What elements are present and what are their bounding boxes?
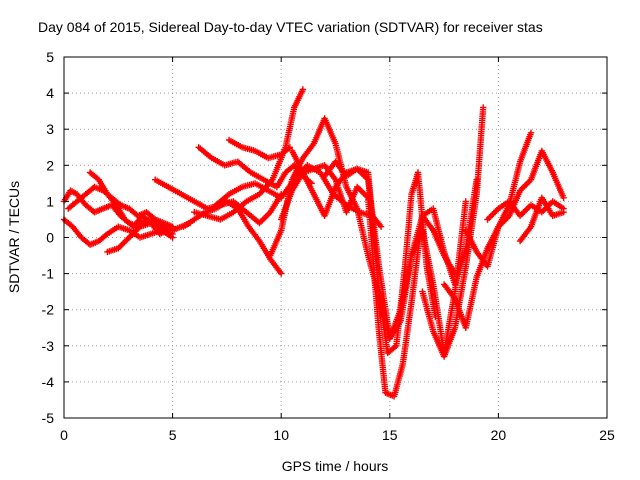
series-points xyxy=(462,147,567,270)
y-tick-label: 5 xyxy=(46,49,54,65)
chart-title: Day 084 of 2015, Sidereal Day-to-day VTE… xyxy=(38,19,543,35)
y-tick-label: 4 xyxy=(46,85,54,101)
series-20 xyxy=(484,198,567,223)
series-points xyxy=(440,129,535,331)
series-10 xyxy=(225,136,294,162)
y-tick-label: -3 xyxy=(42,338,55,354)
series-16 xyxy=(419,104,487,360)
x-tick-label: 0 xyxy=(60,427,68,443)
series-points xyxy=(516,194,567,245)
series-points xyxy=(225,136,294,162)
data-points xyxy=(60,86,567,400)
series-15 xyxy=(321,158,439,357)
series-3 xyxy=(65,183,176,230)
y-tick-label: 0 xyxy=(46,230,54,246)
series-5 xyxy=(104,219,176,256)
y-tick-label: -5 xyxy=(42,410,55,426)
series-points xyxy=(321,158,439,357)
y-tick-label: -1 xyxy=(42,266,55,282)
series-points xyxy=(419,104,487,360)
x-axis-label: GPS time / hours xyxy=(282,458,389,474)
y-tick-label: 1 xyxy=(46,193,54,209)
axis-ticks xyxy=(63,56,608,419)
x-tick-label: 15 xyxy=(382,427,398,443)
series-17 xyxy=(440,129,535,331)
y-tick-label: 3 xyxy=(46,121,54,137)
y-axis-label: SDTVAR / TECUs xyxy=(6,181,22,293)
y-tick-label: -2 xyxy=(42,302,55,318)
x-tick-label: 5 xyxy=(169,427,177,443)
x-tick-label: 10 xyxy=(273,427,289,443)
tick-labels: 0 5 10 15 20 25 -5 -4 -3 -2 -1 0 1 2 3 4 5 xyxy=(42,49,615,443)
series-points xyxy=(104,219,176,256)
series-points xyxy=(65,183,176,230)
series-19 xyxy=(516,194,567,245)
series-18 xyxy=(462,147,567,270)
y-tick-label: 2 xyxy=(46,157,54,173)
x-tick-label: 25 xyxy=(599,427,615,443)
y-tick-label: -4 xyxy=(42,374,55,390)
x-tick-label: 20 xyxy=(491,427,507,443)
series-points xyxy=(484,198,567,223)
